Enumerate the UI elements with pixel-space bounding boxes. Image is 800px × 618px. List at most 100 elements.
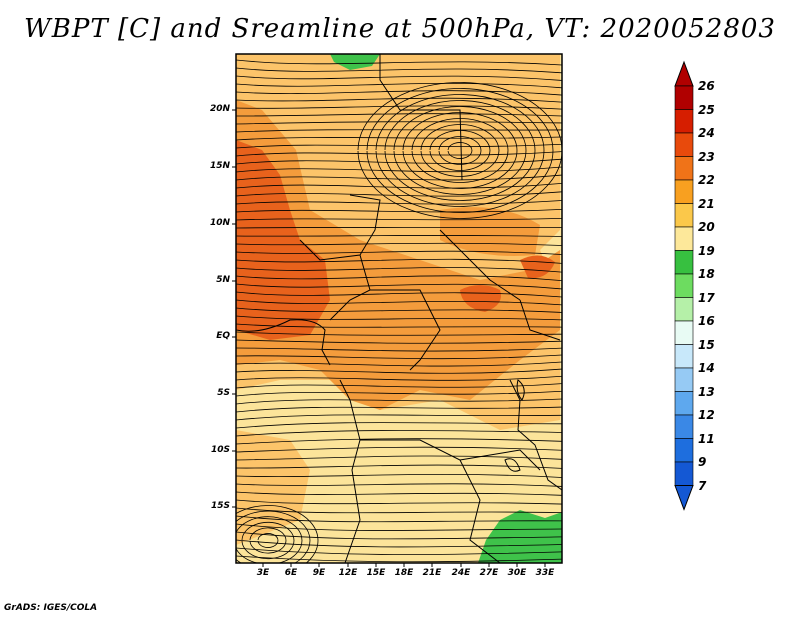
streamline xyxy=(236,473,562,478)
colorbar-label: 12 xyxy=(698,408,715,422)
streamline xyxy=(236,414,562,421)
longitude-label: 6E xyxy=(284,568,298,578)
colorbar-bottom-arrow xyxy=(674,485,694,511)
streamline xyxy=(236,390,562,397)
streamline xyxy=(429,130,491,171)
colorbar-segment xyxy=(674,414,694,439)
latitude-label: 5S xyxy=(217,388,230,398)
colorbar-segment xyxy=(674,391,694,416)
streamline xyxy=(438,136,482,165)
coastline-east xyxy=(509,379,562,491)
longitude-label: 12E xyxy=(338,568,358,578)
streamline xyxy=(236,430,562,437)
streamline xyxy=(249,527,287,554)
streamline xyxy=(236,217,562,221)
coastline-west xyxy=(236,319,331,366)
streamline xyxy=(236,136,562,141)
streamline xyxy=(375,94,545,207)
border-line xyxy=(379,54,463,181)
border-line xyxy=(360,439,501,563)
colorbar-segment xyxy=(674,85,694,110)
streamline xyxy=(236,90,562,96)
lake xyxy=(504,458,521,472)
latitude-ticks xyxy=(232,109,236,508)
streamline xyxy=(236,151,562,157)
streamline xyxy=(236,158,562,165)
colorbar xyxy=(674,60,694,511)
streamline xyxy=(236,226,562,229)
streamline xyxy=(236,361,562,367)
colorbar-label: 25 xyxy=(698,102,715,117)
colorbar-segment xyxy=(674,273,694,298)
streamline xyxy=(257,533,279,548)
streamline xyxy=(236,464,562,469)
streamline xyxy=(236,234,562,237)
streamline xyxy=(236,242,562,246)
streamline xyxy=(236,406,562,413)
streamline xyxy=(236,499,562,505)
colorbar-segment xyxy=(674,132,694,157)
colorbar-segment xyxy=(674,320,694,345)
latitude-label: 15N xyxy=(209,161,230,171)
streamline xyxy=(236,547,562,555)
streamline xyxy=(236,307,562,313)
streamline xyxy=(402,112,518,189)
streamline xyxy=(236,208,562,213)
border-line xyxy=(519,299,561,341)
colorbar-segment xyxy=(674,344,694,369)
streamline xyxy=(236,291,562,298)
colorbar-label: 19 xyxy=(698,243,715,258)
streamline xyxy=(236,315,562,321)
border-layer xyxy=(236,54,562,563)
colorbar-label: 11 xyxy=(698,431,715,446)
streamline xyxy=(236,200,562,205)
streamline xyxy=(236,331,562,336)
colorbar-label: 24 xyxy=(698,126,715,140)
longitude-ticks xyxy=(262,563,546,567)
border-line xyxy=(299,194,381,261)
colorbar-segment xyxy=(674,250,694,275)
longitude-label: 24E xyxy=(451,568,471,578)
streamline xyxy=(236,505,319,563)
streamline xyxy=(236,166,562,173)
streamline xyxy=(236,347,562,352)
streamline xyxy=(236,523,562,531)
streamline xyxy=(236,438,562,445)
longitude-label: 9E xyxy=(312,568,326,578)
streamline xyxy=(236,398,562,405)
streamline xyxy=(236,121,562,125)
streamline xyxy=(236,82,562,89)
streamline xyxy=(236,191,562,197)
streamline xyxy=(236,258,562,264)
colorbar-label: 14 xyxy=(698,361,715,375)
longitude-label: 18E xyxy=(394,568,414,578)
streamline xyxy=(236,105,562,110)
streamline xyxy=(236,113,562,117)
fill-green-north xyxy=(330,54,380,70)
streamline xyxy=(236,422,562,429)
border-line xyxy=(459,449,541,471)
border-line xyxy=(439,229,521,301)
streamline xyxy=(236,143,562,149)
streamline xyxy=(447,142,473,159)
streamline xyxy=(236,446,562,453)
longitude-label: 3E xyxy=(256,568,270,578)
colorbar-label: 7 xyxy=(698,478,707,493)
chart-title: WBPT [C] and Sreamline at 500hPa, VT: 20… xyxy=(24,14,776,44)
streamline xyxy=(236,383,562,389)
border-line xyxy=(339,379,361,563)
longitude-label: 33E xyxy=(535,568,555,578)
colorbar-segment xyxy=(674,438,694,463)
latitude-label: 10N xyxy=(209,218,230,228)
colorbar-top-arrow xyxy=(674,60,694,87)
latitude-label: 20N xyxy=(209,104,230,114)
credit-text: GrADS: IGES/COLA xyxy=(4,603,98,613)
colorbar-label: 20 xyxy=(698,220,715,234)
lake xyxy=(516,379,525,401)
streamline xyxy=(236,531,562,540)
colorbar-label: 9 xyxy=(698,455,707,469)
colorbar-label: 17 xyxy=(698,290,715,305)
streamline xyxy=(236,375,562,381)
streamline xyxy=(236,67,562,74)
streamline xyxy=(236,250,562,255)
